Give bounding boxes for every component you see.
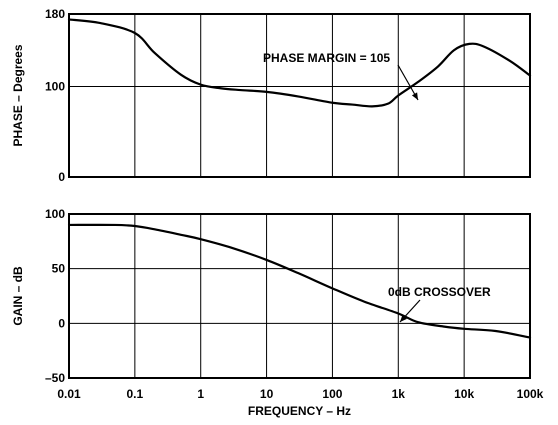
annotation-arrowhead [400,314,407,322]
y-tick-label: 0 [58,316,65,330]
y-tick-label: 100 [45,79,65,93]
y-tick-label: 100 [45,207,65,221]
series-line [67,18,532,108]
gain-chart: –50 0 50 100 GAIN – dB 0.01 0.1 1 10 100 1k 10k 100k… [11,207,544,418]
y-axis-label: PHASE – Degrees [11,44,25,146]
y-tick-label: –50 [45,371,65,385]
x-tick-label: 10k [454,387,474,401]
grid [68,13,531,178]
y-axis-label: GAIN – dB [11,266,25,326]
y-tick-label: 50 [52,262,66,276]
x-tick-label: 1 [197,387,204,401]
plot-frame [68,213,531,379]
x-tick-label: 100 [322,387,342,401]
plot-frame [68,13,531,178]
x-axis-label: FREQUENCY – Hz [248,404,351,418]
y-tick-label: 180 [45,7,65,21]
x-tick-label: 0.1 [127,387,144,401]
x-tick-label: 1k [392,387,406,401]
phase-chart: 0 100 180 PHASE – Degrees PHASE MARGIN = 105 [11,7,532,184]
x-tick-label: 0.01 [57,387,81,401]
annotation-label: PHASE MARGIN = 105 [263,51,390,65]
annotation-label: 0dB CROSSOVER [388,285,491,299]
y-tick-label: 0 [58,170,65,184]
x-tick-label: 10 [260,387,274,401]
series-line [67,223,532,339]
annotation-arrowhead [411,92,418,100]
x-tick-label: 100k [517,387,544,401]
